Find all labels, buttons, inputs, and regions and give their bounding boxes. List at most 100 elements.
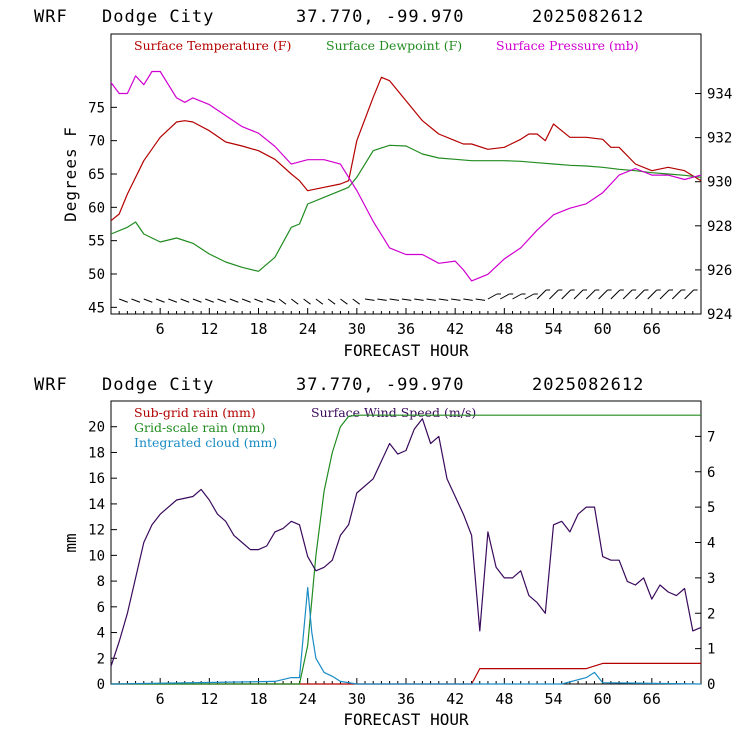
wind-barb — [131, 298, 141, 303]
bottom-xtick-label: 54 — [544, 690, 562, 708]
wind-barb — [659, 289, 670, 300]
top-ytick-label: 60 — [88, 200, 105, 216]
wind-barb — [573, 289, 584, 300]
bottom-xtick-label: 18 — [249, 690, 267, 708]
bottom-y2tick-label: 0 — [707, 677, 715, 693]
wind-barb — [327, 298, 336, 305]
wind-barb — [524, 293, 535, 300]
wind-barb — [377, 298, 387, 301]
wind-barb — [290, 298, 299, 305]
bottom-ytick-label: 6 — [97, 600, 105, 616]
top-series-surface-pressure-mb — [110, 70, 702, 282]
legend-gridscale-rain: Grid-scale rain (mm) — [134, 420, 265, 435]
wind-barb — [438, 298, 449, 301]
bottom-ytick-label: 14 — [88, 497, 105, 513]
top-ytick-label: 70 — [88, 134, 105, 150]
top-xtick-label: 18 — [249, 320, 267, 338]
header-run: 2025082612 — [532, 7, 644, 27]
wind-barb — [241, 298, 251, 303]
top-ytick-label: 65 — [88, 167, 105, 183]
bottom-xtick-label: 66 — [643, 690, 661, 708]
bottom-xtick-label: 36 — [397, 690, 415, 708]
wind-barb — [401, 298, 412, 301]
legend-wind-speed: Surface Wind Speed (m/s) — [311, 405, 476, 420]
bottom-y2tick-label: 4 — [707, 536, 715, 552]
top-series-surface-temperature-f — [110, 76, 702, 222]
wind-barb — [254, 298, 264, 303]
wind-barb — [561, 289, 572, 300]
wind-barb — [180, 298, 190, 303]
wind-barb — [315, 298, 324, 305]
wind-barb — [229, 298, 239, 303]
axes-top: 6 12 18 24 30 36 42 48 54 60 66 45 50 55 60 65 70 75 924 92… — [88, 87, 732, 338]
wind-barb — [340, 298, 348, 305]
wind-barb — [598, 289, 608, 300]
bottom-series-surface-wind-speed-m-s — [110, 418, 702, 667]
xlabel-top: FORECAST HOUR — [343, 341, 469, 360]
ylabel-bottom: mm — [61, 533, 80, 552]
plot-frame-top — [110, 33, 702, 315]
axes-bottom: 6 12 18 24 30 36 42 48 54 60 660246810121416182001… — [88, 420, 715, 708]
top-y2tick-label: 928 — [707, 219, 732, 235]
bottom-xtick-label: 12 — [200, 690, 218, 708]
wind-barb — [487, 293, 498, 300]
wind-barb — [610, 289, 621, 300]
bottom-ytick-label: 10 — [88, 548, 105, 564]
wind-barb — [536, 289, 547, 300]
wind-barb — [684, 289, 694, 300]
legend-dewpoint: Surface Dewpoint (F) — [326, 38, 462, 53]
top-xtick-label: 36 — [397, 320, 415, 338]
bottom-y2tick-label: 2 — [707, 606, 715, 622]
top-ytick-label: 45 — [88, 300, 105, 316]
header-model-bottom: WRF — [34, 375, 68, 395]
wind-barb — [414, 298, 424, 301]
legend-subgrid-rain: Sub-grid rain (mm) — [134, 405, 256, 420]
wind-barb — [549, 289, 559, 300]
header-run-bottom: 2025082612 — [532, 375, 644, 395]
xlabel-bottom: FORECAST HOUR — [343, 710, 469, 729]
bottom-ytick-label: 12 — [88, 523, 105, 539]
top-ytick-label: 50 — [88, 267, 105, 283]
ylabel-top: Degrees F — [61, 126, 80, 222]
top-xtick-label: 42 — [446, 320, 464, 338]
top-xtick-label: 60 — [594, 320, 612, 338]
top-ytick-label: 55 — [88, 234, 105, 250]
bottom-ytick-label: 18 — [88, 445, 105, 461]
bottom-ytick-label: 16 — [88, 471, 105, 487]
wind-barb — [155, 298, 165, 303]
bottom-xtick-label: 60 — [594, 690, 612, 708]
top-y2tick-label: 930 — [707, 175, 732, 191]
bottom-xtick-label: 24 — [299, 690, 317, 708]
bottom-ytick-label: 0 — [97, 677, 105, 693]
wind-barb — [143, 298, 153, 303]
bottom-y2tick-label: 6 — [707, 465, 715, 481]
header-coords: 37.770, -99.970 — [296, 7, 465, 27]
wind-barb — [475, 298, 486, 301]
wind-barb — [168, 298, 178, 303]
top-y2tick-label: 926 — [707, 263, 732, 279]
top-series-surface-dewpoint-f — [110, 144, 702, 272]
header-location: Dodge City — [102, 7, 214, 27]
header-coords-bottom: 37.770, -99.970 — [296, 375, 465, 395]
header-model: WRF — [34, 7, 68, 27]
wind-barb — [266, 298, 276, 303]
top-xtick-label: 12 — [200, 320, 218, 338]
panel-top: WRF Dodge City 37.770, -99.970 202508261… — [34, 7, 732, 360]
bottom-xtick-label: 6 — [156, 690, 165, 708]
bottom-y2tick-label: 7 — [707, 429, 715, 445]
wind-barb — [426, 298, 436, 301]
top-y2tick-label: 924 — [707, 307, 732, 323]
bottom-ytick-label: 8 — [97, 574, 105, 590]
wind-barb — [585, 289, 596, 300]
wind-barb — [303, 298, 311, 305]
wind-barb — [512, 293, 522, 300]
top-xtick-label: 66 — [643, 320, 661, 338]
wind-barb — [671, 289, 682, 300]
wind-barb — [463, 298, 473, 301]
wind-barb — [389, 298, 400, 301]
wind-barb — [622, 289, 633, 300]
top-xtick-label: 30 — [348, 320, 366, 338]
top-xtick-label: 24 — [299, 320, 317, 338]
bottom-series-grid-scale-rain-mm — [111, 414, 701, 685]
